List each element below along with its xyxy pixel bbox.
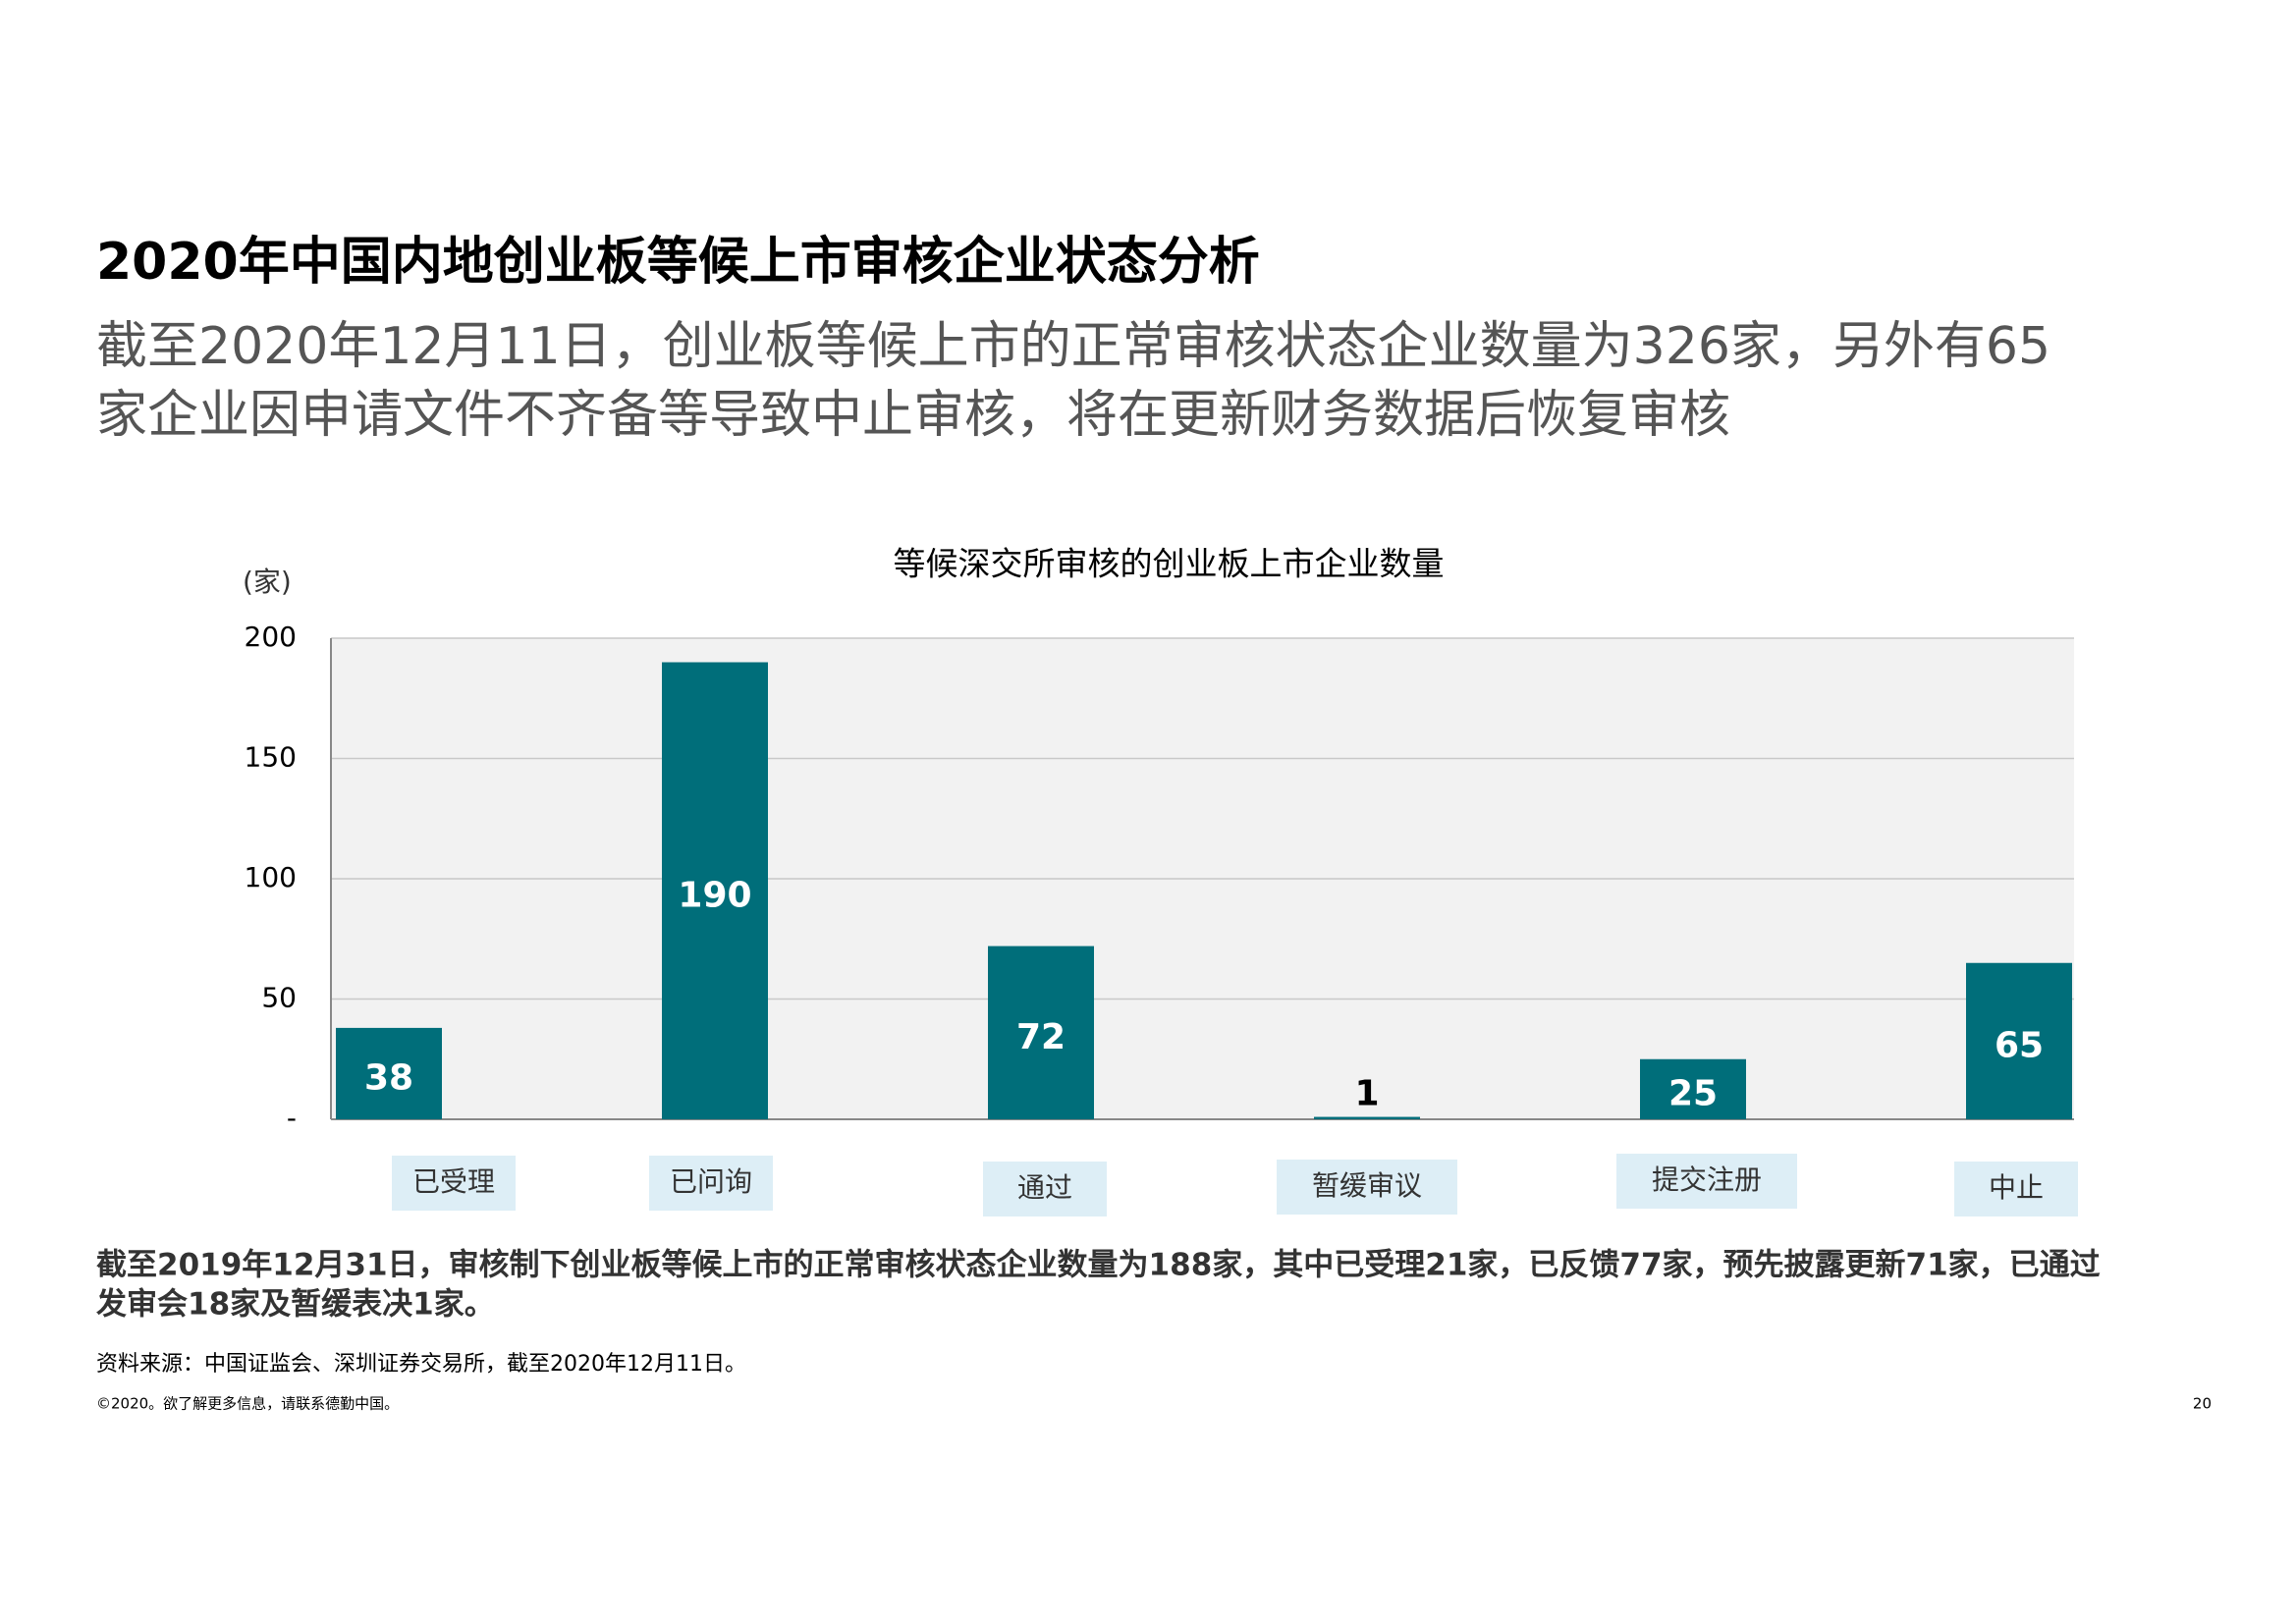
category-box [649,1156,773,1211]
data-label: 72 [1016,1017,1066,1057]
bar [1640,1058,1746,1119]
page-number: 20 [2193,1395,2212,1413]
source: 资料来源：中国证监会、深圳证券交易所，截至2020年12月11日。 [96,1352,746,1377]
data-label: 190 [678,875,751,915]
category-box [1277,1160,1457,1215]
bar [336,1027,442,1119]
footnote: 发审会18家及暂缓表决1家。 [95,1287,495,1323]
y-tick-label: 100 [245,861,297,893]
x-tick-label: 通过 [1017,1171,1072,1204]
x-tick-label: 已问询 [670,1165,752,1198]
data-label: 65 [1995,1025,2044,1065]
footnote: 截至2019年12月31日，审核制下创业板等候上市的正常审核状态企业数量为188… [96,1248,2101,1283]
page-title: 2020年中国内地创业板等候上市审核企业状态分析 [96,233,1260,292]
category-box [1616,1154,1797,1209]
y-tick-label: 150 [245,741,297,774]
y-unit-label: (家) [243,566,292,598]
bar [1966,962,2072,1119]
category-box [1954,1162,2078,1216]
y-tick-label: 50 [261,982,297,1014]
data-label: 38 [364,1057,413,1098]
category-box [983,1162,1107,1216]
x-tick-label: 提交注册 [1652,1163,1762,1196]
copyright: ©2020。欲了解更多信息，请联系德勤中国。 [96,1395,399,1413]
data-label: 25 [1668,1073,1718,1113]
bar [988,946,1094,1119]
y-tick-label: 200 [245,621,297,653]
category-box [392,1156,516,1211]
subtitle: 截至2020年12月11日，创业板等候上市的正常审核状态企业数量为326家，另外… [96,317,2050,376]
bar [662,662,768,1119]
data-label: 1 [1354,1074,1379,1114]
y-tick-label: - [287,1102,297,1134]
subtitle: 家企业因申请文件不齐备等导致中止审核，将在更新财务数据后恢复审核 [96,386,1730,445]
x-tick-label: 中止 [1989,1171,2044,1204]
x-tick-label: 已受理 [412,1165,495,1198]
x-tick-label: 暂缓审议 [1312,1169,1422,1202]
bar [1314,1116,1420,1119]
chart-title: 等候深交所审核的创业板上市企业数量 [894,545,1445,583]
